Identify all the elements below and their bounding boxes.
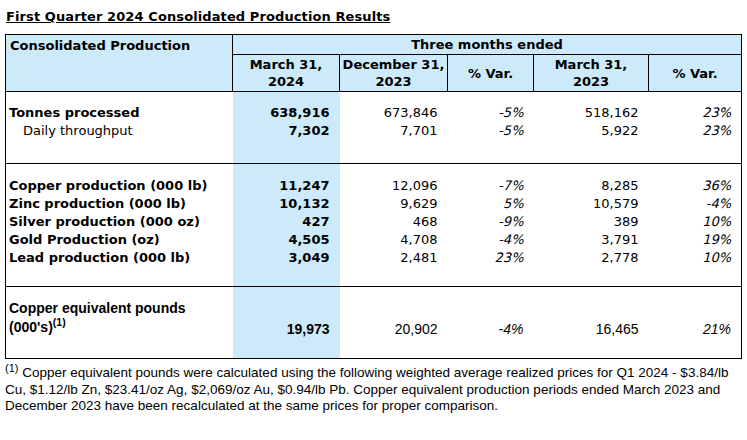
value-var-1: -4% <box>448 231 534 249</box>
value-var-2: 10% <box>649 249 742 267</box>
row-label: Tonnes processed <box>6 104 233 122</box>
footnote-marker-ref: (1) <box>53 316 66 328</box>
row-label: Gold Production (oz) <box>6 231 233 249</box>
value-var-2: 23% <box>649 122 742 140</box>
column-header-var-2: % Var. <box>649 55 742 92</box>
spacer-row <box>6 287 742 299</box>
value-mar-2023: 389 <box>534 213 649 231</box>
row-label: Copper production (000 lb) <box>6 177 233 195</box>
header-row-span: Consolidated Production Three months end… <box>6 35 742 55</box>
value-mar-2024: 4,505 <box>233 231 340 249</box>
footnote: (1) Copper equivalent pounds were calcul… <box>5 365 746 415</box>
value-var-2: 23% <box>649 104 742 122</box>
corner-header-cell: Consolidated Production <box>6 35 233 92</box>
value-mar-2023: 10,579 <box>534 195 649 213</box>
table-row-lead-production: Lead production (000 lb) 3,049 2,481 23%… <box>6 249 742 267</box>
value-var-1: -9% <box>448 213 534 231</box>
table-row-silver-production: Silver production (000 oz) 427 468 -9% 3… <box>6 213 742 231</box>
page-title: First Quarter 2024 Consolidated Producti… <box>6 9 747 24</box>
value-dec-2023: 20,902 <box>340 299 448 344</box>
value-dec-2023: 4,708 <box>340 231 448 249</box>
table-header: Consolidated Production Three months end… <box>6 35 742 92</box>
row-label: Copper equivalent pounds (000's)(1) <box>6 299 233 344</box>
value-mar-2023: 3,791 <box>534 231 649 249</box>
table-row-gold-production: Gold Production (oz) 4,505 4,708 -4% 3,7… <box>6 231 742 249</box>
spacer-row <box>6 344 742 359</box>
table-row-tonnes-processed: Tonnes processed 638,916 673,846 -5% 518… <box>6 104 742 122</box>
value-mar-2023: 8,285 <box>534 177 649 195</box>
row-label: Lead production (000 lb) <box>6 249 233 267</box>
table-row-copper-production: Copper production (000 lb) 11,247 12,096… <box>6 177 742 195</box>
footnote-marker: (1) <box>5 362 18 374</box>
row-label: Daily throughput <box>6 122 233 140</box>
value-var-2: 10% <box>649 213 742 231</box>
span-header-cell: Three months ended <box>233 35 742 55</box>
column-header-mar-2023: March 31, 2023 <box>534 55 649 92</box>
footnote-text: Copper equivalent pounds were calculated… <box>5 365 728 413</box>
value-dec-2023: 2,481 <box>340 249 448 267</box>
value-mar-2023: 2,778 <box>534 249 649 267</box>
table-row-daily-throughput: Daily throughput 7,302 7,701 -5% 5,922 2… <box>6 122 742 140</box>
spacer-row <box>6 164 742 177</box>
row-label: Zinc production (000 lb) <box>6 195 233 213</box>
value-var-2: 36% <box>649 177 742 195</box>
value-var-2: 19% <box>649 231 742 249</box>
value-mar-2024: 427 <box>233 213 340 231</box>
spacer-row <box>6 92 742 104</box>
value-dec-2023: 7,701 <box>340 122 448 140</box>
value-var-2: 21% <box>649 299 742 344</box>
value-mar-2024: 7,302 <box>233 122 340 140</box>
row-label-text: Copper equivalent pounds (000's) <box>9 300 186 335</box>
value-mar-2024: 3,049 <box>233 249 340 267</box>
value-mar-2024: 10,132 <box>233 195 340 213</box>
column-header-mar-2024: March 31, 2024 <box>233 55 340 92</box>
value-mar-2023: 16,465 <box>534 299 649 344</box>
value-var-1: -5% <box>448 104 534 122</box>
value-var-1: 23% <box>448 249 534 267</box>
value-mar-2024: 19,973 <box>233 299 340 344</box>
column-header-var-1: % Var. <box>448 55 534 92</box>
table-row-zinc-production: Zinc production (000 lb) 10,132 9,629 5%… <box>6 195 742 213</box>
row-label: Silver production (000 oz) <box>6 213 233 231</box>
column-header-dec-2023: December 31, 2023 <box>340 55 448 92</box>
value-var-1: -5% <box>448 122 534 140</box>
value-mar-2024: 638,916 <box>233 104 340 122</box>
value-dec-2023: 673,846 <box>340 104 448 122</box>
value-mar-2024: 11,247 <box>233 177 340 195</box>
value-var-2: -4% <box>649 195 742 213</box>
table-row-copper-equivalent-pounds: Copper equivalent pounds (000's)(1) 19,9… <box>6 299 742 344</box>
value-dec-2023: 12,096 <box>340 177 448 195</box>
value-var-1: 5% <box>448 195 534 213</box>
value-mar-2023: 5,922 <box>534 122 649 140</box>
section-divider <box>6 140 742 164</box>
value-var-1: -4% <box>448 299 534 344</box>
value-mar-2023: 518,162 <box>534 104 649 122</box>
value-var-1: -7% <box>448 177 534 195</box>
production-table: Consolidated Production Three months end… <box>5 34 742 359</box>
section-divider <box>6 267 742 287</box>
value-dec-2023: 9,629 <box>340 195 448 213</box>
value-dec-2023: 468 <box>340 213 448 231</box>
